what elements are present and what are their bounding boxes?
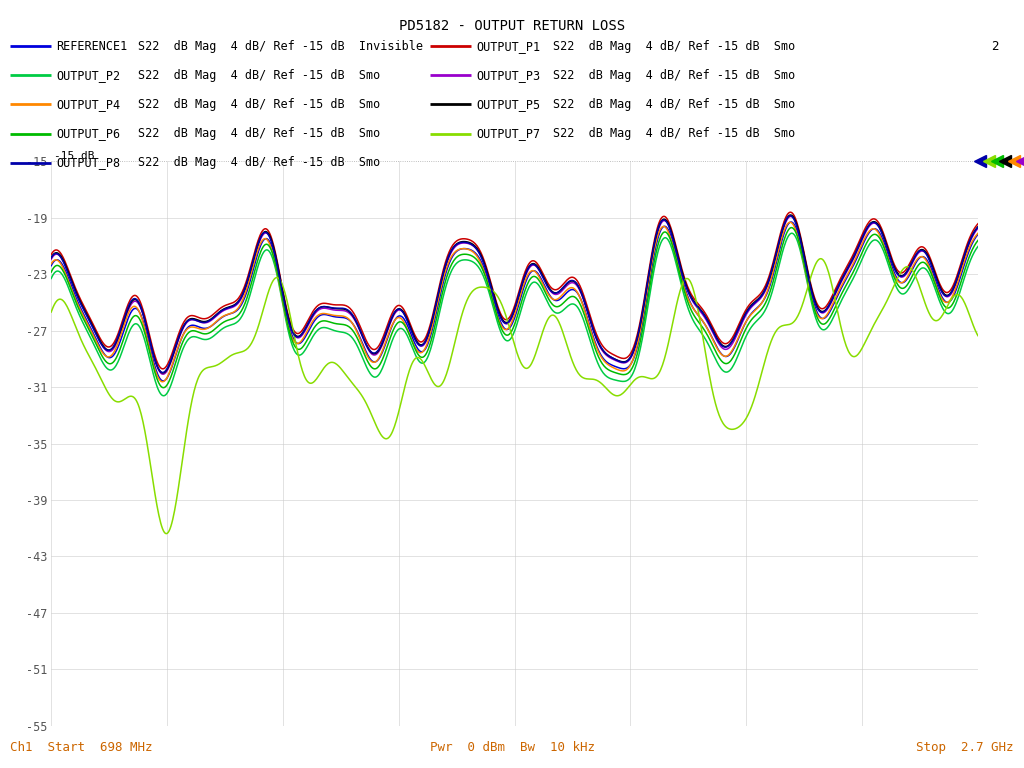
Text: Ch1  Start  698 MHz: Ch1 Start 698 MHz [10, 741, 153, 754]
Text: S22  dB Mag  4 dB/ Ref -15 dB  Smo: S22 dB Mag 4 dB/ Ref -15 dB Smo [553, 127, 796, 140]
Text: OUTPUT_P6: OUTPUT_P6 [56, 127, 121, 140]
Text: -15 dB: -15 dB [53, 151, 94, 161]
Text: OUTPUT_P3: OUTPUT_P3 [476, 69, 541, 81]
Text: PD5182 - OUTPUT RETURN LOSS: PD5182 - OUTPUT RETURN LOSS [399, 19, 625, 33]
Text: REFERENCE1: REFERENCE1 [56, 40, 128, 52]
Text: S22  dB Mag  4 dB/ Ref -15 dB  Smo: S22 dB Mag 4 dB/ Ref -15 dB Smo [138, 69, 381, 81]
Text: S22  dB Mag  4 dB/ Ref -15 dB  Smo: S22 dB Mag 4 dB/ Ref -15 dB Smo [138, 127, 381, 140]
Text: OUTPUT_P5: OUTPUT_P5 [476, 98, 541, 111]
Text: OUTPUT_P1: OUTPUT_P1 [476, 40, 541, 52]
Text: S22  dB Mag  4 dB/ Ref -15 dB  Invisible: S22 dB Mag 4 dB/ Ref -15 dB Invisible [138, 40, 423, 52]
Text: OUTPUT_P7: OUTPUT_P7 [476, 127, 541, 140]
Text: S22  dB Mag  4 dB/ Ref -15 dB  Smo: S22 dB Mag 4 dB/ Ref -15 dB Smo [138, 157, 381, 169]
Text: S22  dB Mag  4 dB/ Ref -15 dB  Smo: S22 dB Mag 4 dB/ Ref -15 dB Smo [553, 69, 796, 81]
Text: Pwr  0 dBm  Bw  10 kHz: Pwr 0 dBm Bw 10 kHz [429, 741, 595, 754]
Text: 2: 2 [991, 40, 998, 52]
Text: OUTPUT_P8: OUTPUT_P8 [56, 157, 121, 169]
Text: OUTPUT_P4: OUTPUT_P4 [56, 98, 121, 111]
Text: Stop  2.7 GHz: Stop 2.7 GHz [916, 741, 1014, 754]
Text: OUTPUT_P2: OUTPUT_P2 [56, 69, 121, 81]
Text: S22  dB Mag  4 dB/ Ref -15 dB  Smo: S22 dB Mag 4 dB/ Ref -15 dB Smo [553, 98, 796, 111]
Text: S22  dB Mag  4 dB/ Ref -15 dB  Smo: S22 dB Mag 4 dB/ Ref -15 dB Smo [553, 40, 796, 52]
Text: S22  dB Mag  4 dB/ Ref -15 dB  Smo: S22 dB Mag 4 dB/ Ref -15 dB Smo [138, 98, 381, 111]
